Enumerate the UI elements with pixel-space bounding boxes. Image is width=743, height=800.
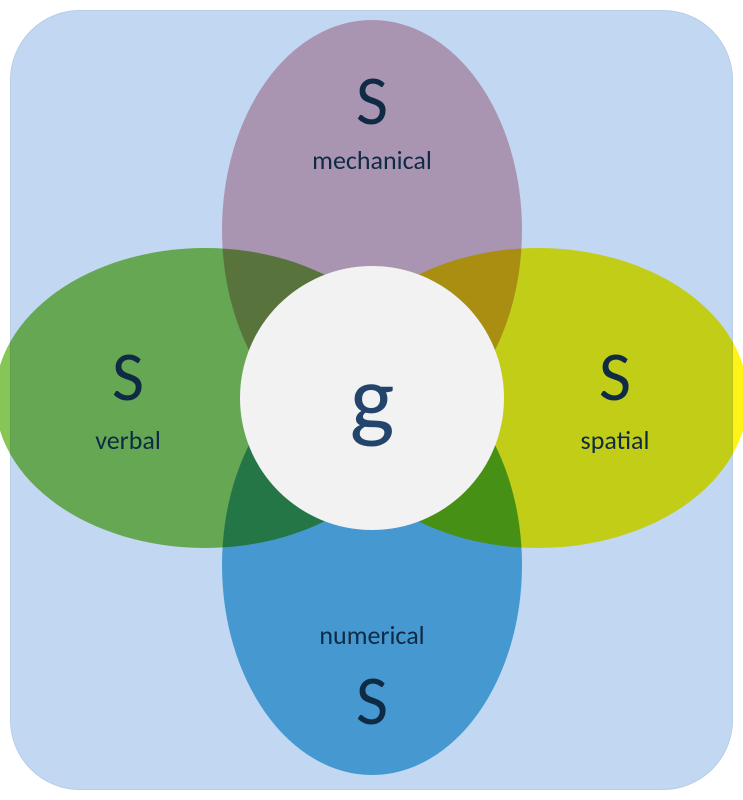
s-letter-right: S (599, 333, 631, 419)
label-numerical: numerical (319, 619, 424, 651)
label-mechanical: mechanical (312, 144, 432, 176)
label-verbal: verbal (95, 424, 161, 456)
s-letter-bottom: S (356, 657, 388, 743)
diagram-stage: g S mechanical S numerical S verbal S sp… (0, 0, 743, 800)
s-letter-left: S (112, 333, 144, 419)
center-label-g: g (350, 340, 395, 456)
s-letter-top: S (356, 57, 388, 143)
label-spatial: spatial (581, 424, 650, 456)
